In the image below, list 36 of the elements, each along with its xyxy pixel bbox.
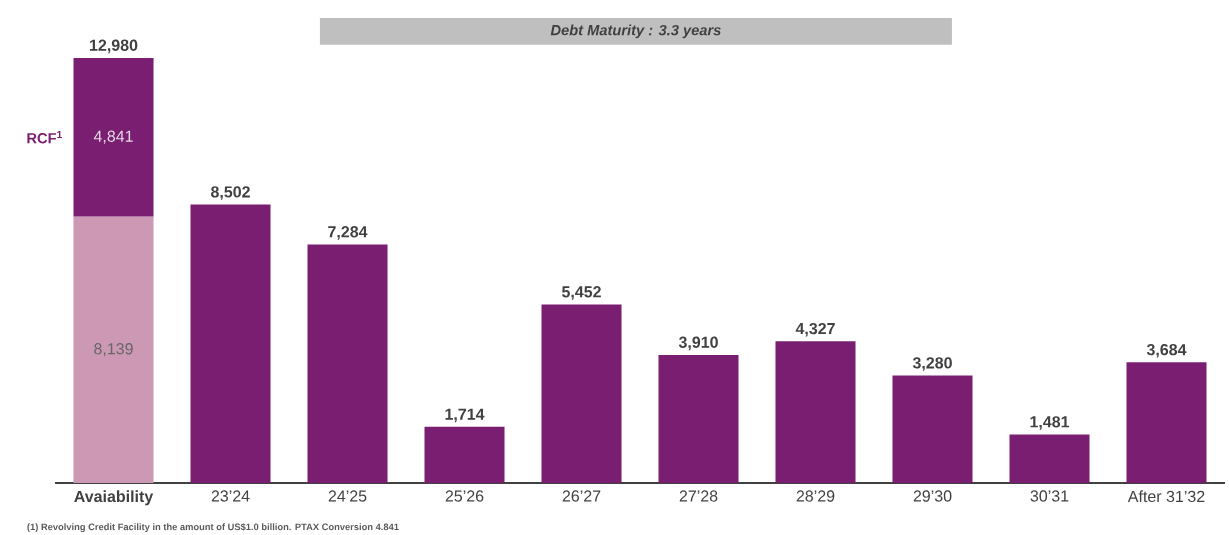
total-label: 1,714 bbox=[445, 408, 485, 423]
bar bbox=[424, 426, 505, 483]
x-tick-label: 23’24 bbox=[211, 490, 250, 502]
bar bbox=[307, 244, 388, 483]
data-label: 8,139 bbox=[94, 343, 133, 357]
text: Debt Maturity : 3.3 years bbox=[550, 24, 721, 39]
total-label: 3,684 bbox=[1146, 343, 1187, 358]
bar bbox=[73, 57, 154, 217]
x-tick-label: After 31’32 bbox=[1127, 490, 1205, 503]
bar bbox=[1126, 362, 1207, 483]
x-tick-label: 25’26 bbox=[445, 490, 484, 502]
x-tick-label: 24’25 bbox=[328, 490, 367, 502]
text: (1) Revolving Credit Facility in the amount of US$1.0 billion. PTAX Conversion 4.841 bbox=[27, 523, 399, 533]
total-label: 12,980 bbox=[90, 39, 138, 54]
data-label: 4,841 bbox=[93, 130, 133, 144]
bar bbox=[73, 216, 154, 483]
total-label: 3,280 bbox=[912, 357, 952, 371]
total-label: 7,284 bbox=[328, 226, 368, 240]
x-tick-label: 27’28 bbox=[679, 490, 718, 502]
x-tick-label: 26’27 bbox=[562, 490, 601, 502]
x-tick-label: 29’30 bbox=[913, 490, 952, 502]
total-label: 5,452 bbox=[561, 286, 601, 300]
bar bbox=[190, 204, 271, 483]
bar bbox=[541, 304, 622, 483]
total-label: 4,327 bbox=[795, 322, 835, 337]
x-tick-label: 30’31 bbox=[1030, 490, 1069, 502]
total-label: 3,910 bbox=[678, 336, 718, 351]
bar bbox=[1009, 434, 1090, 483]
bar bbox=[775, 341, 856, 483]
total-label: 8,502 bbox=[210, 186, 250, 200]
total-label: 1,481 bbox=[1030, 416, 1070, 430]
bar bbox=[892, 375, 973, 483]
x-tick-label: 28’29 bbox=[796, 490, 835, 502]
bar bbox=[658, 354, 739, 483]
series-label: RCF$^{1}$ bbox=[27, 130, 62, 144]
x-tick-label: Avaiability bbox=[74, 490, 154, 506]
